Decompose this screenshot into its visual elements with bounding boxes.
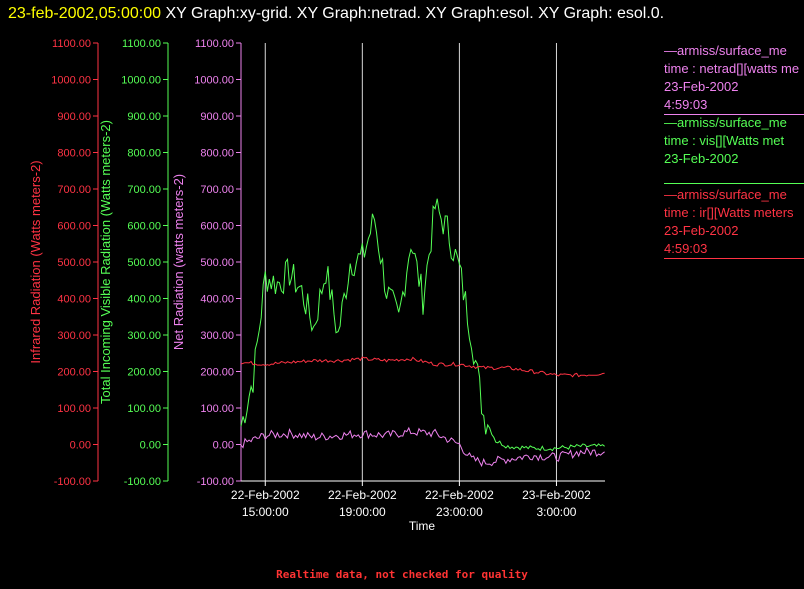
y-tick-label: 100.00 [200, 403, 234, 415]
y-tick-label: 600.00 [127, 221, 161, 233]
y-tick-label: -100.00 [197, 476, 234, 488]
y-axis-label: Infrared Radiation (Watts meters-2) [28, 160, 43, 363]
x-tick-label: 3:00:00 [536, 505, 576, 519]
y-axis-label: Total Incoming Visible Radiation (Watts … [98, 120, 113, 404]
y-tick-label: 400.00 [200, 294, 234, 306]
x-tick-label: 22-Feb-2002 [231, 488, 300, 502]
graph-header: 23-feb-2002,05:00:00 XY Graph:xy-grid. X… [8, 2, 798, 25]
y-tick-label: 500.00 [200, 257, 234, 269]
y-tick-label: 0.00 [140, 440, 161, 452]
legend-ir-source: —armiss/surface_me [664, 187, 787, 202]
x-tick-label: 15:00:00 [242, 505, 289, 519]
y-tick-label: 1100.00 [122, 38, 161, 50]
y-tick-label: 300.00 [200, 330, 234, 342]
y-tick-label: 900.00 [127, 111, 161, 123]
y-tick-label: 200.00 [200, 367, 234, 379]
legend-ir: —armiss/surface_me time : ir[][Watts met… [664, 186, 804, 259]
y-tick-label: 700.00 [127, 184, 161, 196]
y-tick-label: 0.00 [70, 440, 91, 452]
y-tick-label: 100.00 [57, 403, 91, 415]
y-tick-label: 700.00 [200, 184, 234, 196]
legend-netrad-date: 23-Feb-2002 [664, 79, 739, 94]
y-tick-label: 800.00 [57, 148, 91, 160]
x-tick-label: 22-Feb-2002 [425, 488, 494, 502]
legend-netrad: —armiss/surface_me time : netrad[][watts… [664, 42, 804, 115]
y-axis-label: Net Radiation (watts meters-2) [171, 174, 186, 350]
y-tick-label: 1100.00 [195, 38, 234, 50]
legend-ir-date: 23-Feb-2002 [664, 223, 739, 238]
legend-vis: —armiss/surface_me time : vis[][Watts me… [664, 114, 804, 184]
y-tick-label: 600.00 [57, 221, 91, 233]
series-line [240, 356, 605, 378]
y-tick-label: 300.00 [127, 330, 161, 342]
y-tick-label: 0.00 [213, 440, 234, 452]
y-tick-label: 900.00 [57, 111, 91, 123]
y-tick-label: 600.00 [200, 221, 234, 233]
x-tick-label: 23-Feb-2002 [522, 488, 591, 502]
y-tick-label: 200.00 [127, 367, 161, 379]
legend-netrad-source: —armiss/surface_me [664, 43, 787, 58]
legend-ir-time: 4:59:03 [664, 241, 708, 256]
legend-vis-var: time : vis[][Watts met [664, 133, 785, 148]
y-tick-label: 800.00 [200, 148, 234, 160]
legend-netrad-time: 4:59:03 [664, 97, 708, 112]
xy-graph: -100.00 0.00 100.00 200.00 300.00 400.00 500.0… [28, 38, 605, 533]
y-tick-label: 500.00 [127, 257, 161, 269]
y-tick-label: 700.00 [57, 184, 91, 196]
y-tick-label: 1100.00 [52, 38, 91, 50]
y-tick-label: 300.00 [57, 330, 91, 342]
x-tick-label: 19:00:00 [339, 505, 386, 519]
series-line [240, 198, 605, 452]
y-tick-label: 400.00 [57, 294, 91, 306]
header-title: XY Graph:xy-grid. XY Graph:netrad. XY Gr… [161, 5, 665, 22]
legend-separator [664, 183, 804, 184]
y-tick-label: 1000.00 [194, 75, 234, 87]
y-tick-label: 800.00 [127, 148, 161, 160]
legend-separator [664, 114, 804, 115]
y-tick-label: 100.00 [127, 403, 161, 415]
x-tick-label: 22-Feb-2002 [328, 488, 397, 502]
quality-note: Realtime data, not checked for quality [276, 568, 528, 581]
legend-ir-var: time : ir[][Watts meters [664, 205, 794, 220]
y-tick-label: 200.00 [57, 367, 91, 379]
legend-vis-date: 23-Feb-2002 [664, 151, 739, 166]
y-tick-label: -100.00 [54, 476, 91, 488]
header-timestamp: 23-feb-2002,05:00:00 [8, 5, 162, 22]
legend-vis-source: —armiss/surface_me [664, 115, 787, 130]
y-tick-label: 1000.00 [121, 75, 161, 87]
y-tick-label: -100.00 [124, 476, 161, 488]
x-tick-label: 23:00:00 [436, 505, 483, 519]
x-axis-label: Time [409, 519, 436, 533]
series-line [240, 426, 605, 468]
legend-separator [664, 258, 804, 259]
y-tick-label: 500.00 [57, 257, 91, 269]
y-tick-label: 900.00 [200, 111, 234, 123]
y-tick-label: 1000.00 [51, 75, 91, 87]
y-tick-label: 400.00 [127, 294, 161, 306]
legend-netrad-var: time : netrad[][watts me [664, 61, 800, 76]
